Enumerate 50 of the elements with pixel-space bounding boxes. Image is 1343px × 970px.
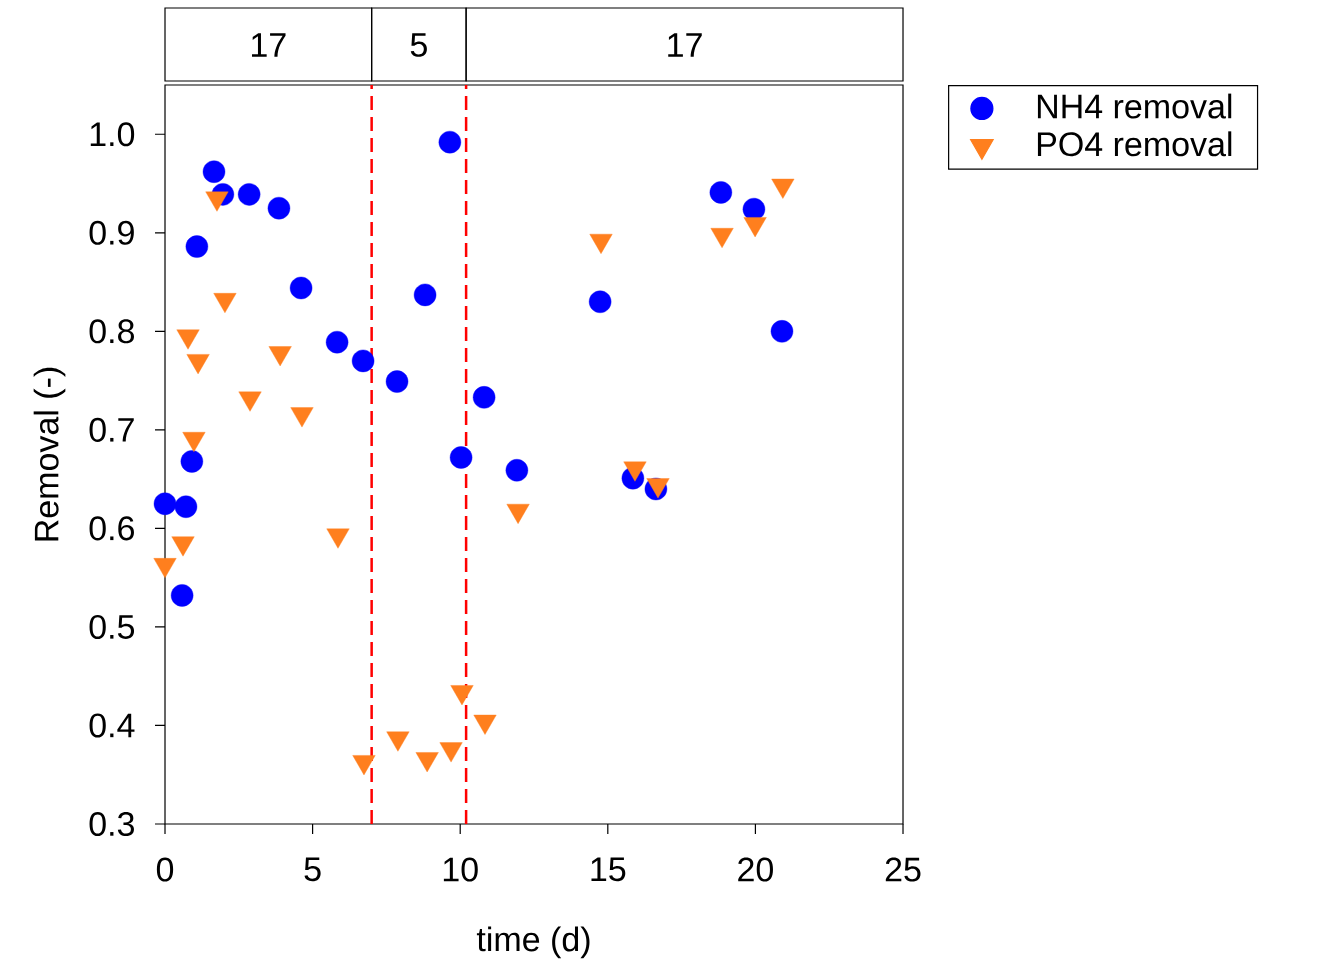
point — [182, 432, 206, 452]
point — [352, 755, 376, 776]
point — [709, 181, 733, 204]
text: 17 — [668, 33, 702, 57]
x-tick-label: 15 — [591, 857, 626, 882]
point — [180, 450, 204, 473]
point — [185, 235, 209, 258]
y-tick-label: 0.7 — [89, 417, 134, 442]
point — [325, 330, 349, 354]
point — [439, 742, 463, 763]
legend-label: PO4 removal — [1037, 131, 1232, 157]
y-tick-label: 0.3 — [89, 811, 134, 837]
x-tick-label: 0 — [156, 857, 174, 882]
point — [237, 183, 261, 206]
x-tick-label: 25 — [885, 857, 921, 882]
x-tick-label: 20 — [738, 857, 773, 882]
point — [473, 714, 497, 735]
y-tick-label: 0.9 — [89, 220, 134, 245]
y-tick-label: 0.4 — [89, 713, 135, 738]
y-tick-label: 0.5 — [89, 614, 135, 639]
text: 17 — [252, 33, 286, 57]
point — [623, 461, 647, 482]
x-axis-title: time (d) — [476, 926, 590, 959]
x-tick-label: 10 — [443, 857, 478, 882]
point — [413, 283, 437, 307]
point — [506, 503, 530, 524]
point — [267, 196, 291, 220]
point — [385, 370, 409, 393]
y-axis-title: Removal (-) — [33, 367, 66, 541]
point — [202, 160, 226, 183]
point — [472, 386, 496, 409]
x-tick-label: 5 — [304, 857, 321, 882]
point — [438, 130, 462, 154]
legend-label: NH4 removal — [1037, 93, 1232, 119]
point — [450, 685, 474, 706]
y-tick-label: 1.0 — [90, 122, 135, 147]
text: 5 — [410, 33, 427, 57]
y-tick-label: 0.6 — [89, 516, 134, 541]
point — [351, 349, 375, 373]
point — [505, 459, 529, 482]
y-tick-label: 0.8 — [89, 319, 134, 344]
point — [326, 528, 350, 549]
point — [588, 290, 612, 313]
point — [289, 276, 313, 300]
point — [171, 536, 195, 557]
point — [449, 446, 473, 469]
point — [153, 558, 177, 579]
point — [415, 752, 439, 773]
point — [386, 731, 410, 752]
point — [770, 320, 794, 343]
